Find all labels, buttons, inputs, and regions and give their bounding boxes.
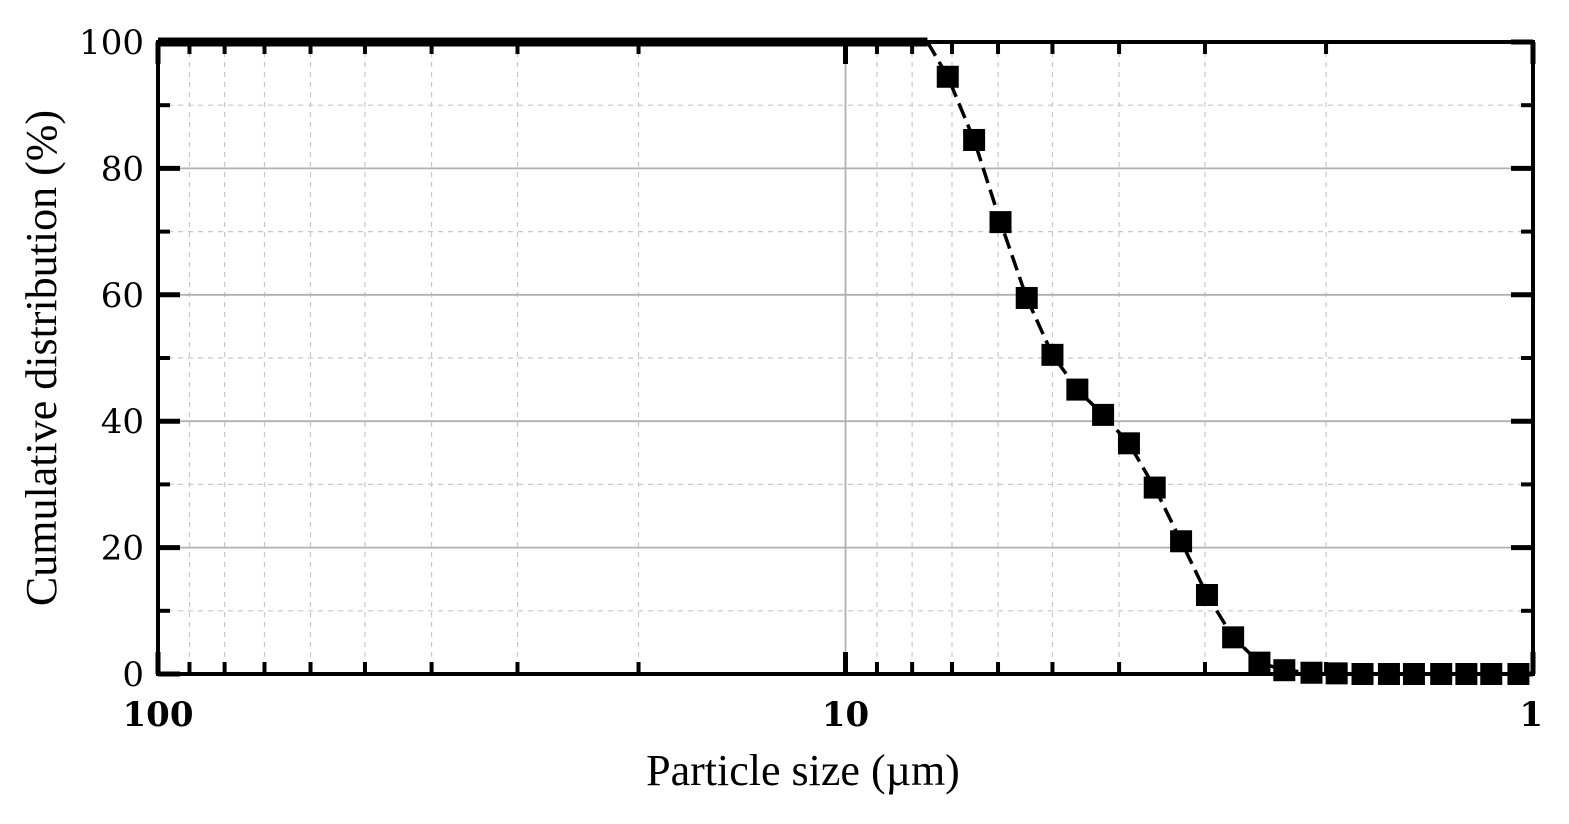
series-markers [936,65,1530,685]
grid-lines [158,42,1533,674]
data-point-marker [963,128,986,151]
x-axis-title: Particle size (µm) [646,746,960,795]
y-tick-labels: 0 20 40 60 80 100 [79,23,144,695]
series-line [925,41,1519,676]
series-dashed-line [925,41,1519,676]
x-tick-label: 10 [822,695,869,735]
data-point-marker [936,65,959,88]
y-tick-label: 100 [79,23,144,63]
y-tick-label: 20 [101,529,144,569]
data-point-marker [1170,530,1193,553]
y-tick-label: 60 [101,276,144,316]
x-tick-label: 100 [123,695,194,735]
y-tick-label: 40 [101,402,144,442]
data-point-marker [1041,343,1064,366]
x-tick-labels: 100 10 1 [123,695,1543,735]
x-tick-label: 1 [1519,695,1543,735]
data-point-marker [1092,403,1115,426]
data-point-marker [1066,378,1089,401]
y-tick-label: 0 [122,655,144,695]
data-point-marker [1195,584,1218,606]
y-axis-title: Cumulative distribution (%) [17,110,66,606]
data-point-marker [1117,432,1140,455]
data-point-marker [1143,476,1166,499]
data-point-marker [1273,659,1296,682]
plot-frame [156,40,1535,676]
data-point-marker [1248,651,1271,674]
data-point-marker [989,211,1012,234]
y-tick-label: 80 [101,149,144,189]
data-point-marker [1015,286,1038,309]
data-point-marker [1222,626,1245,649]
